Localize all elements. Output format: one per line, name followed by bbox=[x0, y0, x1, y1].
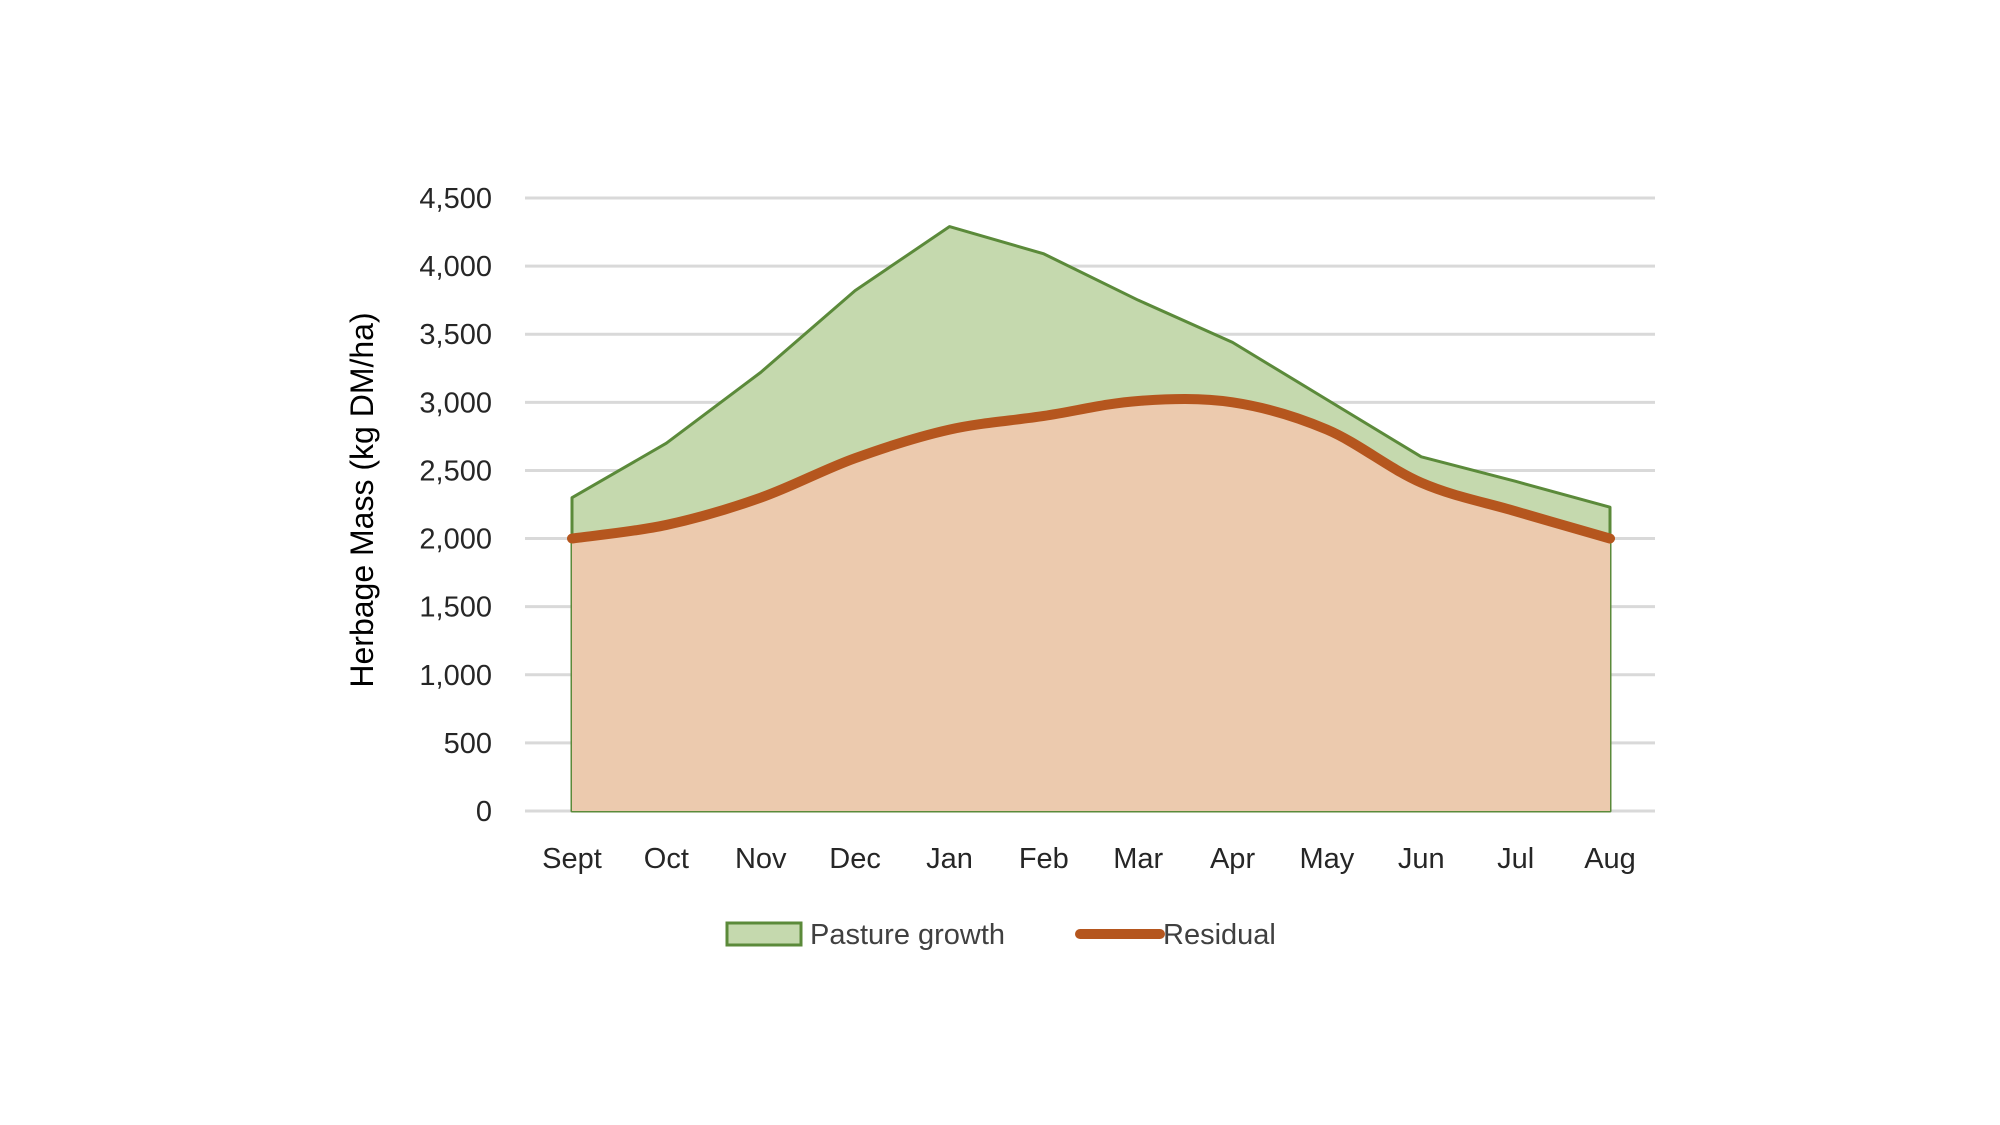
x-tick-label: Jan bbox=[926, 843, 973, 875]
legend: Pasture growth Residual bbox=[725, 919, 1276, 951]
x-axis-ticks: Sept Oct Nov Dec Jan Feb Mar Apr May Jun Jul Aug bbox=[542, 843, 1636, 875]
x-tick-label: Mar bbox=[1113, 843, 1163, 875]
y-tick-label: 1,500 bbox=[419, 592, 492, 624]
y-axis-ticks: 0 500 1,000 1,500 2,000 2,500 3,000 3,500 4,000 4… bbox=[419, 183, 492, 828]
x-tick-label: Nov bbox=[735, 843, 787, 875]
y-axis-label: Herbage Mass (kg DM/ha) bbox=[344, 312, 380, 687]
x-tick-label: Dec bbox=[829, 843, 881, 875]
y-tick-label: 4,000 bbox=[419, 251, 492, 283]
residual-series bbox=[567, 394, 1615, 811]
residual-line bbox=[567, 394, 1615, 544]
x-tick-label: Aug bbox=[1584, 843, 1636, 875]
x-tick-label: Oct bbox=[644, 843, 689, 875]
y-tick-label: 3,500 bbox=[419, 319, 492, 351]
y-tick-label: 3,000 bbox=[419, 387, 492, 419]
legend-label-pasture-growth: Pasture growth bbox=[810, 919, 1005, 951]
x-tick-label: Jul bbox=[1497, 843, 1534, 875]
residual-area bbox=[572, 399, 1610, 811]
y-tick-label: 1,000 bbox=[419, 660, 492, 692]
y-tick-label: 500 bbox=[444, 728, 492, 760]
legend-swatch-pasture-growth bbox=[725, 921, 803, 947]
legend-label-residual: Residual bbox=[1163, 919, 1276, 951]
x-tick-label: Jun bbox=[1398, 843, 1445, 875]
y-tick-label: 0 bbox=[476, 796, 492, 828]
x-tick-label: Feb bbox=[1019, 843, 1069, 875]
x-tick-label: Apr bbox=[1210, 843, 1255, 875]
y-tick-label: 2,500 bbox=[419, 455, 492, 487]
y-tick-label: 4,500 bbox=[419, 183, 492, 215]
y-tick-label: 2,000 bbox=[419, 524, 492, 556]
x-tick-label: Sept bbox=[542, 843, 602, 875]
x-tick-label: May bbox=[1300, 843, 1355, 875]
